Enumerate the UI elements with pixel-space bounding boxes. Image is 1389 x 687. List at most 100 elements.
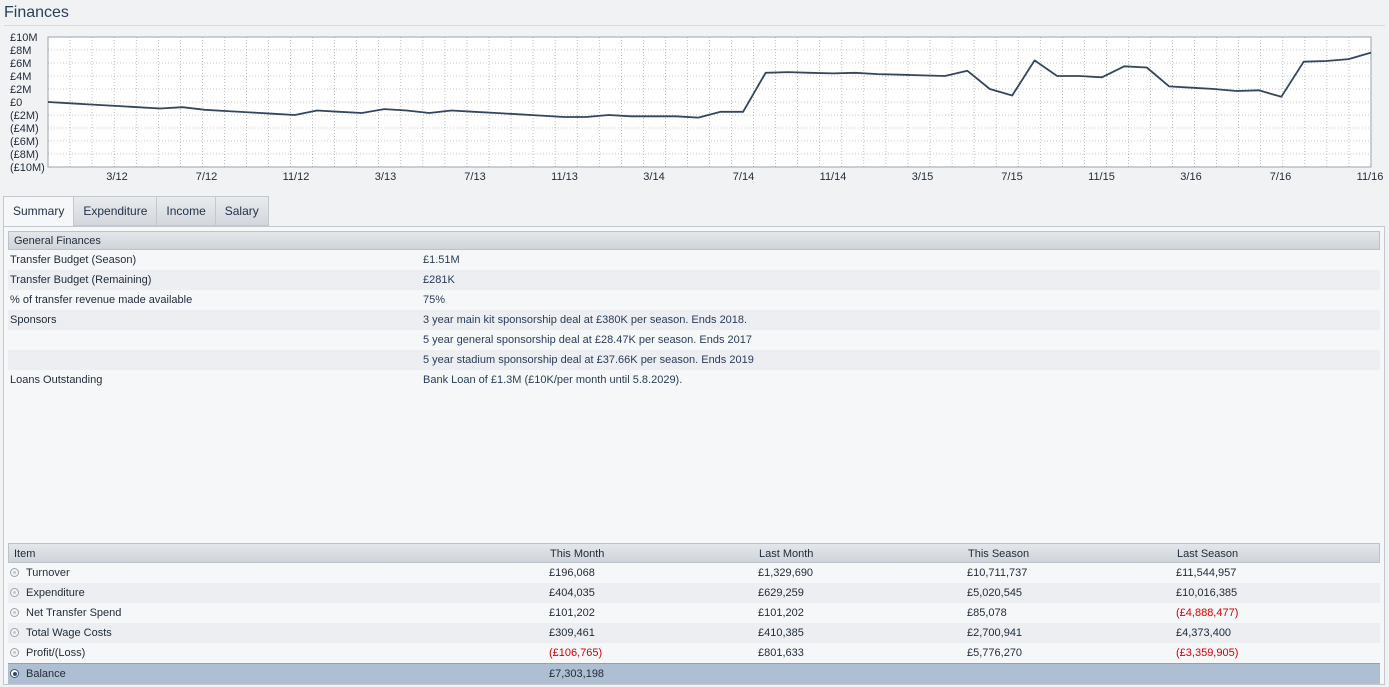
cell-this-season: £10,711,737 — [967, 567, 1028, 579]
row-radio[interactable] — [10, 568, 19, 577]
chart-y-tick-label: (£10M) — [10, 162, 45, 174]
gf-row-transfer-revenue: % of transfer revenue made available 75% — [8, 290, 1380, 310]
gf-row-transfer-budget-remaining: Transfer Budget (Remaining) £281K — [8, 270, 1380, 290]
gf-label: Transfer Budget (Season) — [10, 254, 137, 266]
chart-x-tick-label: 7/15 — [1001, 171, 1022, 183]
cell-item: Profit/(Loss) — [26, 647, 86, 659]
tab-summary[interactable]: Summary — [3, 196, 75, 227]
cell-last-season: £10,016,385 — [1176, 587, 1238, 599]
cell-this-season: £5,776,270 — [967, 647, 1023, 659]
cell-this-month: £404,035 — [549, 587, 595, 599]
cell-last-month: £629,259 — [758, 587, 804, 599]
chart-y-tick-label: (£6M) — [10, 136, 39, 148]
cell-last-season: (£3,359,905) — [1176, 647, 1239, 659]
cell-this-season: £5,020,545 — [967, 587, 1023, 599]
cell-this-month: £196,068 — [549, 567, 595, 579]
tab-expenditure[interactable]: Expenditure — [74, 196, 158, 226]
cell-last-month: £410,385 — [758, 627, 804, 639]
table-row-total-wage-costs[interactable]: Total Wage Costs £309,461 £410,385 £2,70… — [8, 623, 1380, 643]
gf-label: Transfer Budget (Remaining) — [10, 274, 152, 286]
cell-this-season: £2,700,941 — [967, 627, 1023, 639]
finance-table-header: Item This Month Last Month This Season L… — [8, 543, 1380, 563]
tab-income[interactable]: Income — [157, 196, 216, 226]
page-title: Finances — [4, 4, 69, 21]
gf-value: £281K — [423, 274, 455, 286]
table-row-net-transfer-spend[interactable]: Net Transfer Spend £101,202 £101,202 £85… — [8, 603, 1380, 623]
general-finances-header: General Finances — [8, 231, 1380, 250]
cell-last-season: (£4,888,477) — [1176, 607, 1239, 619]
chart-x-tick-label: 3/14 — [643, 171, 664, 183]
gf-value: £1.51M — [423, 254, 460, 266]
chart-x-tick-label: 3/12 — [106, 171, 127, 183]
cell-this-month: £101,202 — [549, 607, 595, 619]
chart-y-tick-label: £10M — [10, 32, 38, 44]
col-header-item[interactable]: Item — [14, 548, 36, 560]
tab-bar: Summary Expenditure Income Salary — [3, 196, 269, 227]
chart-x-tick-label: 7/16 — [1270, 171, 1291, 183]
chart-x-tick-label: 11/14 — [820, 171, 847, 183]
chart-y-tick-label: £2M — [10, 84, 31, 96]
table-row-balance[interactable]: Balance £7,303,198 — [8, 663, 1380, 684]
table-row-turnover[interactable]: Turnover £196,068 £1,329,690 £10,711,737… — [8, 563, 1380, 583]
chart-x-tick-label: 11/12 — [283, 171, 310, 183]
chart-x-tick-label: 11/16 — [1357, 171, 1384, 183]
chart-x-tick-label: 3/13 — [375, 171, 396, 183]
col-header-last-season[interactable]: Last Season — [1177, 548, 1239, 560]
chart-y-tick-label: (£4M) — [10, 123, 39, 135]
summary-panel: General Finances Transfer Budget (Season… — [3, 226, 1385, 685]
chart-y-tick-label: (£8M) — [10, 149, 39, 161]
col-header-this-month[interactable]: This Month — [550, 548, 605, 560]
cell-item: Expenditure — [26, 587, 85, 599]
title-divider — [4, 25, 1385, 26]
balance-history-chart: £10M£8M£6M£4M£2M£0(£2M)(£4M)(£6M)(£8M)(£… — [10, 32, 1384, 183]
gf-label: Loans Outstanding — [10, 374, 103, 386]
row-radio[interactable] — [10, 608, 19, 617]
col-header-last-month[interactable]: Last Month — [759, 548, 814, 560]
gf-row-transfer-budget-season: Transfer Budget (Season) £1.51M — [8, 250, 1380, 270]
row-radio[interactable] — [10, 648, 19, 657]
chart-y-tick-label: £8M — [10, 45, 31, 57]
chart-series-line — [47, 51, 1372, 119]
cell-item: Turnover — [26, 567, 70, 579]
cell-last-season: £11,544,957 — [1176, 567, 1237, 579]
gf-value: 75% — [423, 294, 446, 306]
chart-x-tick-label: 7/14 — [733, 171, 754, 183]
chart-x-tick-label: 7/13 — [464, 171, 485, 183]
cell-this-month: £309,461 — [549, 627, 595, 639]
cell-item: Net Transfer Spend — [26, 607, 122, 619]
cell-last-month: £1,329,690 — [758, 567, 814, 579]
chart-x-tick-label: 3/15 — [912, 171, 933, 183]
row-radio[interactable] — [10, 588, 19, 597]
chart-x-tick-label: 11/15 — [1088, 171, 1115, 183]
cell-this-month: (£106,765) — [549, 647, 603, 659]
cell-this-month: £7,303,198 — [549, 668, 605, 680]
chart-y-tick-label: £0 — [10, 97, 22, 109]
table-row-profit-loss[interactable]: Profit/(Loss) (£106,765) £801,633 £5,776… — [8, 643, 1380, 663]
cell-this-season: £85,078 — [967, 607, 1007, 619]
cell-last-month: £801,633 — [758, 647, 804, 659]
cell-item: Balance — [26, 668, 66, 680]
col-header-this-season[interactable]: This Season — [968, 548, 1030, 560]
gf-value: Bank Loan of £1.3M (£10K/per month until… — [423, 374, 683, 386]
gf-value: 5 year general sponsorship deal at £28.4… — [423, 334, 753, 346]
gf-value: 3 year main kit sponsorship deal at £380… — [423, 314, 748, 326]
cell-item: Total Wage Costs — [26, 627, 112, 639]
chart-y-tick-label: £6M — [10, 58, 31, 70]
chart-x-tick-label: 3/16 — [1180, 171, 1201, 183]
gf-label: Sponsors — [10, 314, 57, 326]
chart-y-tick-label: (£2M) — [10, 110, 39, 122]
gf-value: 5 year stadium sponsorship deal at £37.6… — [423, 354, 754, 366]
tab-salary[interactable]: Salary — [215, 196, 269, 226]
row-radio[interactable] — [10, 628, 19, 637]
gf-row-loans: Loans Outstanding Bank Loan of £1.3M (£1… — [8, 370, 1380, 390]
row-radio-selected[interactable] — [10, 669, 19, 678]
gf-label: % of transfer revenue made available — [10, 294, 193, 306]
chart-x-tick-label: 7/12 — [196, 171, 217, 183]
cell-last-season: £4,373,400 — [1176, 627, 1232, 639]
chart-y-tick-label: £4M — [10, 71, 31, 83]
gf-row-sponsors: Sponsors 3 year main kit sponsorship dea… — [8, 310, 1380, 330]
gf-row-sponsor-2: 5 year general sponsorship deal at £28.4… — [8, 330, 1380, 350]
gf-row-sponsor-3: 5 year stadium sponsorship deal at £37.6… — [8, 350, 1380, 370]
chart-x-tick-label: 11/13 — [551, 171, 578, 183]
table-row-expenditure[interactable]: Expenditure £404,035 £629,259 £5,020,545… — [8, 583, 1380, 603]
